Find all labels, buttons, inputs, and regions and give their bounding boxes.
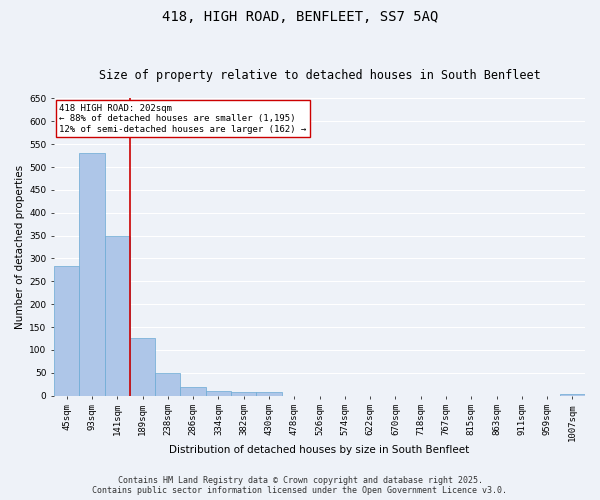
Bar xyxy=(54,266,79,396)
Bar xyxy=(181,388,206,396)
X-axis label: Distribution of detached houses by size in South Benfleet: Distribution of detached houses by size … xyxy=(169,445,470,455)
Title: Size of property relative to detached houses in South Benfleet: Size of property relative to detached ho… xyxy=(98,69,541,82)
Y-axis label: Number of detached properties: Number of detached properties xyxy=(15,165,25,329)
Bar xyxy=(560,394,585,396)
Bar xyxy=(155,372,181,396)
Text: 418, HIGH ROAD, BENFLEET, SS7 5AQ: 418, HIGH ROAD, BENFLEET, SS7 5AQ xyxy=(162,10,438,24)
Bar xyxy=(231,392,256,396)
Bar xyxy=(79,154,104,396)
Text: Contains HM Land Registry data © Crown copyright and database right 2025.
Contai: Contains HM Land Registry data © Crown c… xyxy=(92,476,508,495)
Bar xyxy=(256,392,281,396)
Bar xyxy=(104,236,130,396)
Text: 418 HIGH ROAD: 202sqm
← 88% of detached houses are smaller (1,195)
12% of semi-d: 418 HIGH ROAD: 202sqm ← 88% of detached … xyxy=(59,104,307,134)
Bar xyxy=(206,391,231,396)
Bar xyxy=(130,338,155,396)
